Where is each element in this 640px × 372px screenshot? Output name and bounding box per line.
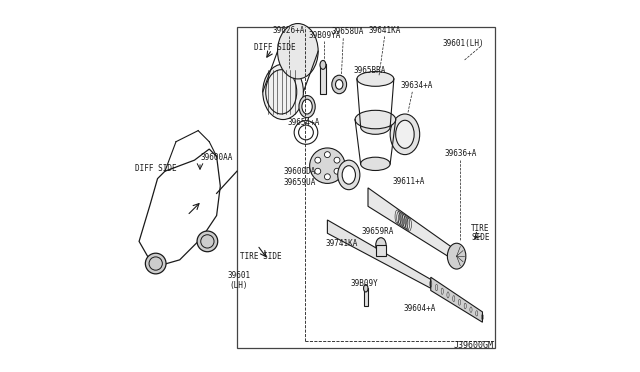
Ellipse shape xyxy=(447,243,466,269)
Text: 39641KA: 39641KA xyxy=(369,26,401,35)
Text: DIFF SIDE: DIFF SIDE xyxy=(254,43,296,52)
Text: TIRE SIDE: TIRE SIDE xyxy=(240,253,282,262)
Ellipse shape xyxy=(197,231,218,252)
Text: 39626+A: 39626+A xyxy=(273,26,305,35)
Ellipse shape xyxy=(299,125,314,140)
Text: 39636+A: 39636+A xyxy=(444,149,477,158)
Text: 39600AA: 39600AA xyxy=(200,153,232,162)
Polygon shape xyxy=(328,220,431,288)
Ellipse shape xyxy=(342,166,355,184)
Ellipse shape xyxy=(396,120,414,148)
Bar xyxy=(376,245,386,256)
Ellipse shape xyxy=(310,148,345,183)
Ellipse shape xyxy=(299,96,316,118)
Ellipse shape xyxy=(145,253,166,274)
Text: 39604+A: 39604+A xyxy=(403,304,436,313)
Ellipse shape xyxy=(324,152,330,158)
Ellipse shape xyxy=(315,157,321,163)
Text: 39601(LH): 39601(LH) xyxy=(443,39,484,48)
Ellipse shape xyxy=(376,238,386,253)
Text: 39634+A: 39634+A xyxy=(401,81,433,90)
Ellipse shape xyxy=(390,114,420,155)
Ellipse shape xyxy=(334,157,340,163)
Polygon shape xyxy=(368,188,456,262)
Text: DIFF SIDE: DIFF SIDE xyxy=(135,164,177,173)
Polygon shape xyxy=(431,277,483,322)
Ellipse shape xyxy=(360,119,390,134)
Ellipse shape xyxy=(320,61,326,69)
Text: 39659UA: 39659UA xyxy=(284,178,316,187)
Text: 39600DA: 39600DA xyxy=(284,167,316,176)
Text: 39659RA: 39659RA xyxy=(361,227,394,236)
Text: 3965BRA: 3965BRA xyxy=(354,66,386,75)
Ellipse shape xyxy=(360,157,390,170)
Text: 39B09YA: 39B09YA xyxy=(308,31,340,40)
Ellipse shape xyxy=(364,285,368,292)
Ellipse shape xyxy=(355,110,396,129)
Text: SIDE: SIDE xyxy=(472,233,490,242)
Bar xyxy=(320,64,326,94)
Bar xyxy=(364,288,368,306)
Text: J39600GM: J39600GM xyxy=(454,341,493,350)
Ellipse shape xyxy=(278,23,318,79)
Text: 39B09Y: 39B09Y xyxy=(351,279,378,288)
Text: TIRE: TIRE xyxy=(472,224,490,233)
Text: 39654+A: 39654+A xyxy=(287,118,319,127)
Ellipse shape xyxy=(334,168,340,174)
Ellipse shape xyxy=(332,75,347,94)
Ellipse shape xyxy=(335,80,343,89)
Ellipse shape xyxy=(263,64,303,119)
Text: 39741KA: 39741KA xyxy=(326,239,358,248)
Ellipse shape xyxy=(357,71,394,86)
Text: 39658UA: 39658UA xyxy=(332,28,364,36)
Text: 39611+A: 39611+A xyxy=(392,177,425,186)
Ellipse shape xyxy=(302,99,312,114)
Text: 39601
(LH): 39601 (LH) xyxy=(227,271,250,290)
Ellipse shape xyxy=(338,160,360,190)
Ellipse shape xyxy=(324,174,330,180)
Ellipse shape xyxy=(315,168,321,174)
